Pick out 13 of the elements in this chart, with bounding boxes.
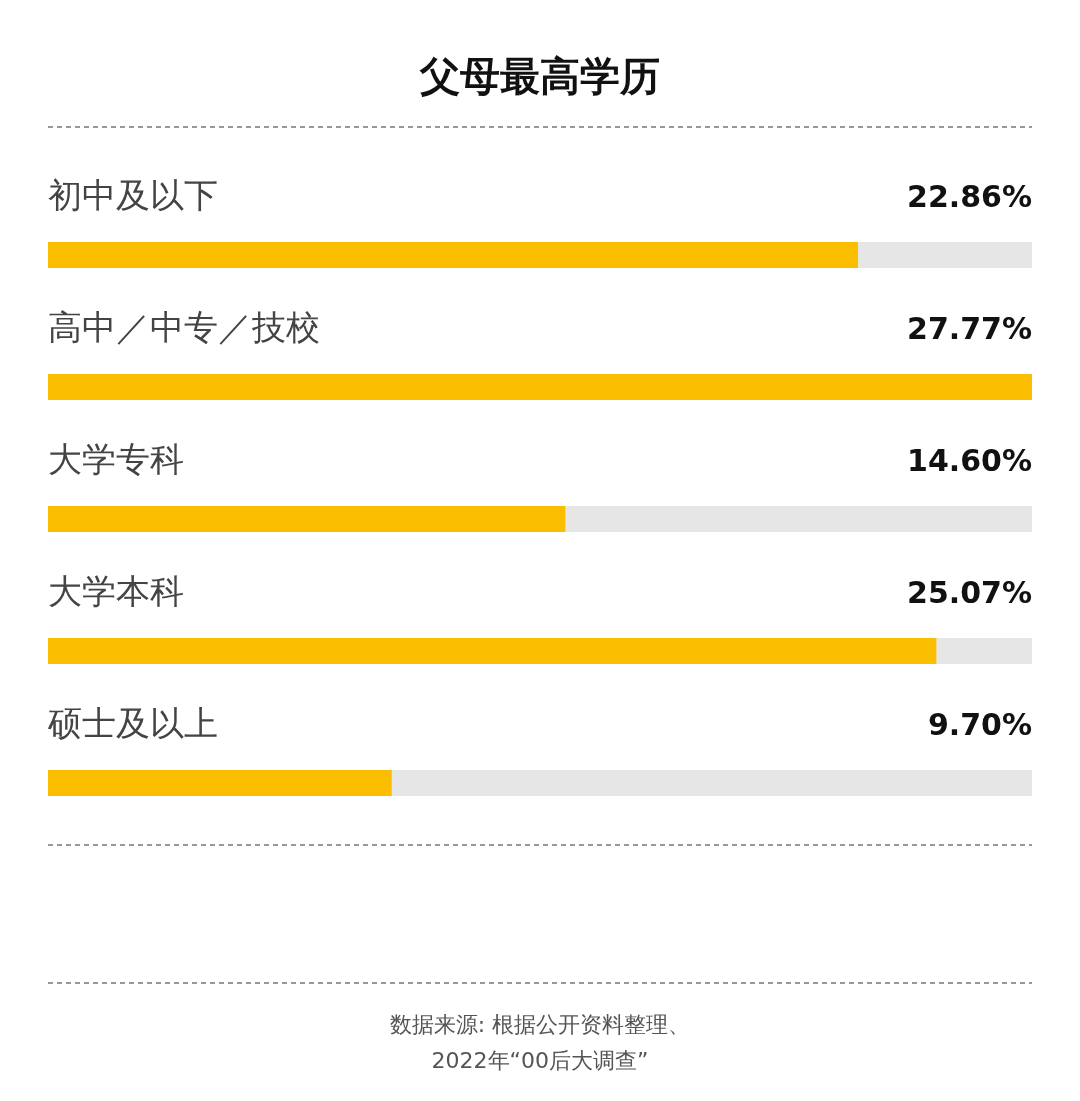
data-label: 9.70% <box>927 707 1032 742</box>
y-tick-label: 高中／中专／技校 <box>48 307 320 347</box>
data-label: 22.86% <box>907 179 1032 214</box>
y-tick-label: 大学专科 <box>48 439 184 479</box>
data-label: 25.07% <box>907 575 1032 610</box>
text: 2022年“00后大调查” <box>431 1048 649 1073</box>
data-label: 27.77% <box>907 311 1032 346</box>
chart-title: 父母最高学历 <box>419 53 660 99</box>
y-tick-label: 初中及以下 <box>48 175 218 215</box>
y-tick-label: 硕士及以上 <box>47 703 218 743</box>
source-note: 数据来源: 根据公开资料整理、 <box>389 1012 691 1037</box>
y-tick-label: 大学本科 <box>48 571 184 611</box>
data-label: 14.60% <box>907 443 1032 478</box>
